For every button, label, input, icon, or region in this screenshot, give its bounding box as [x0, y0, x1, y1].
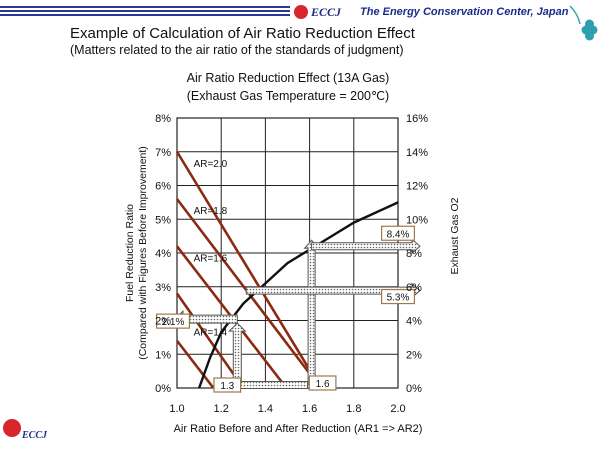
- eccj-logo-text: ECCJ: [311, 5, 342, 19]
- fuel-series-label: AR=1.6: [194, 253, 228, 264]
- y2-tick-label: 14%: [406, 147, 428, 159]
- fuel-series-label: AR=1.8: [194, 206, 228, 217]
- y-tick-label: 4%: [155, 248, 171, 260]
- header-band: ECCJ The Energy Conservation Center, Jap…: [0, 0, 600, 30]
- fuel-series-line: [175, 292, 245, 389]
- y-tick-label: 7%: [155, 147, 171, 159]
- x-tick-label: 1.4: [258, 403, 273, 415]
- header-rule: [0, 6, 290, 16]
- eccj-logo-icon: [294, 5, 308, 19]
- y-tick-label: 3%: [155, 282, 171, 294]
- annotation-2-1-percent: 2.1%: [162, 317, 185, 328]
- fuel-series-line: [175, 339, 215, 389]
- y-axis-title-line1: Fuel Reduction Ratio: [124, 204, 136, 302]
- o2-curve: [197, 201, 399, 389]
- arrow-after-up: [228, 322, 247, 384]
- y2-tick-label: 12%: [406, 181, 428, 193]
- annotation-1-6-box: [308, 375, 337, 391]
- annotation-2-1-percent-box: [156, 313, 191, 329]
- o2-curve-group: [197, 201, 399, 389]
- fuel-series-line: [175, 151, 322, 389]
- x-tick-label: 1.0: [169, 403, 184, 415]
- footer-eccj-logo-text: ECCJ: [22, 430, 48, 441]
- axes: 1.0 1.2 1.4 1.6 1.8 2.00%1%2%3%4%5%6%7%8%0%2%…: [155, 113, 428, 415]
- y2-tick-label: 10%: [406, 214, 428, 226]
- y2-tick-label: 0%: [406, 383, 422, 395]
- fuel-series-label: AR=1.4: [194, 328, 228, 339]
- y2-tick-label: 8%: [406, 248, 422, 260]
- arrow-before-right: [311, 238, 421, 255]
- organization-name: The Energy Conservation Center, Japan: [360, 6, 569, 18]
- clover-icon: [569, 5, 598, 41]
- y2-tick-label: 2%: [406, 349, 422, 361]
- y2-tick-label: 4%: [406, 316, 422, 328]
- chart-subtitle: (Exhaust Gas Temperature = 200℃): [187, 89, 389, 103]
- annotation-5-3-percent: 5.3%: [387, 293, 410, 304]
- arrow-after-right: [245, 282, 421, 299]
- annotation-8-4-percent: 8.4%: [387, 229, 410, 240]
- y-tick-label: 0%: [155, 383, 171, 395]
- y2-axis-title: Exhaust Gas O2: [449, 197, 461, 274]
- y-tick-label: 8%: [155, 113, 171, 125]
- annotation-8-4-percent-box: [381, 225, 416, 241]
- y2-tick-label: 6%: [406, 282, 422, 294]
- series-labels: AR=2.0 AR=1.8 AR=1.6 AR=1.4: [194, 159, 228, 339]
- x-tick-label: 1.6: [302, 403, 317, 415]
- page-title: Example of Calculation of Air Ratio Redu…: [70, 25, 415, 42]
- annotation-5-3-percent-box: [381, 288, 416, 305]
- footer-eccj-logo-icon: [3, 419, 21, 437]
- annotation-1-3-box: [213, 377, 242, 393]
- x-axis-title: Air Ratio Before and After Reduction (AR…: [174, 423, 423, 435]
- y-axis-title-line2: (Compared with Figures Before Improvemen…: [137, 146, 149, 360]
- x-tick-label: 1.8: [346, 403, 361, 415]
- chart-title: Air Ratio Reduction Effect (13A Gas): [187, 71, 390, 85]
- y-tick-label: 1%: [155, 349, 171, 361]
- y2-tick-label: 16%: [406, 113, 428, 125]
- annotation-arrows: 1.3 1.6 2.1% 8.4% 5.3%: [156, 225, 421, 394]
- y-axis-title: Fuel Reduction Ratio (Compared with Figu…: [124, 146, 149, 360]
- x-tick-label: 1.2: [214, 403, 229, 415]
- x-tick-label: 2.0: [390, 403, 405, 415]
- page-subtitle: (Matters related to the air ratio of the…: [70, 43, 404, 57]
- annotation-1-3: 1.3: [220, 381, 234, 392]
- y-tick-label: 6%: [155, 181, 171, 193]
- fuel-series-label: AR=2.0: [194, 159, 228, 170]
- annotation-1-6: 1.6: [316, 379, 330, 390]
- y-tick-label: 5%: [155, 214, 171, 226]
- y-tick-label: 2%: [155, 316, 171, 328]
